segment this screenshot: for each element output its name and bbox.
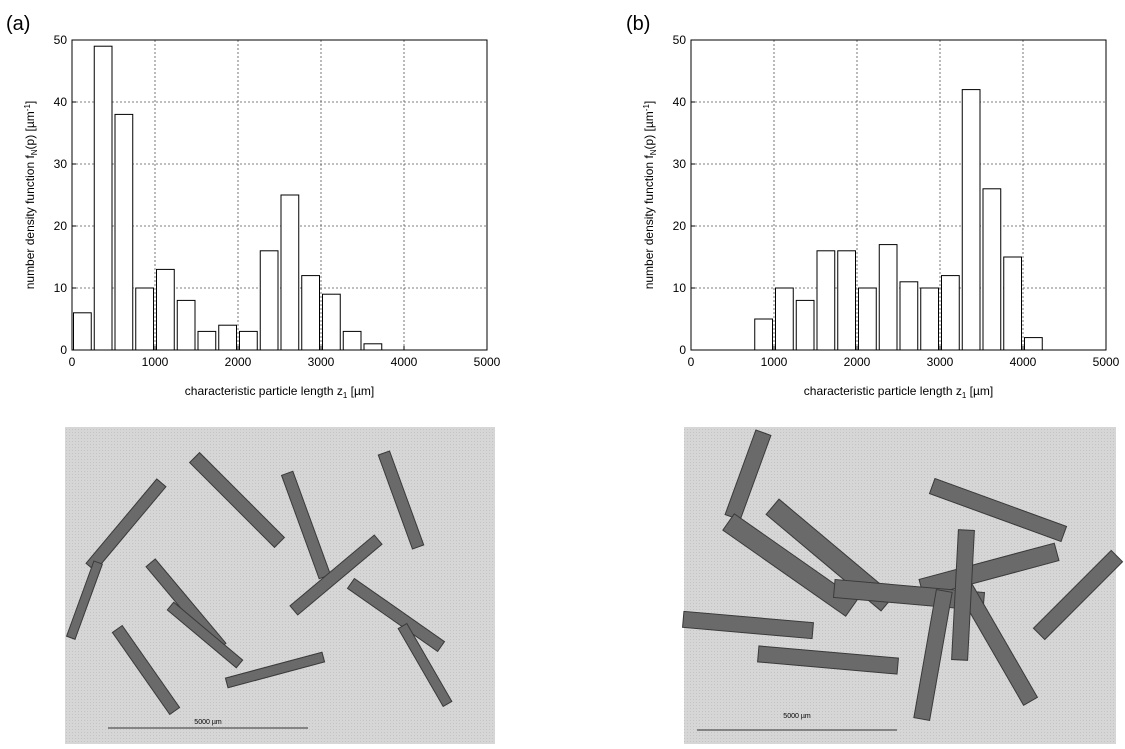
y-tick-label: 40 — [54, 95, 68, 109]
x-axis-label-part: [µm] — [347, 384, 374, 398]
bar — [93, 45, 113, 351]
bar — [899, 281, 919, 351]
bar — [775, 287, 794, 351]
bar — [135, 287, 154, 351]
x-tick-label: 0 — [69, 355, 76, 369]
y-axis-label-part: number density function f — [23, 155, 37, 290]
y-axis-label: number density function fN(p) [µm-1] — [642, 101, 658, 290]
bar — [197, 330, 217, 351]
x-axis-label-part: [µm] — [966, 384, 993, 398]
x-tick-label: 5000 — [1093, 355, 1120, 369]
bar — [878, 244, 898, 351]
bar — [218, 324, 237, 351]
bar — [322, 293, 341, 351]
y-axis-label-part: -1 — [23, 104, 32, 112]
bar — [280, 194, 300, 351]
bar — [176, 299, 196, 351]
scale-bar-label: 5000 µm — [783, 713, 811, 720]
scale-bar-label: 5000 µm — [194, 719, 222, 726]
x-tick-label: 2000 — [844, 355, 871, 369]
bar — [920, 287, 939, 351]
y-axis-label: number density function fN(p) [µm-1] — [23, 101, 39, 290]
x-axis-label: characteristic particle length z1 [µm] — [804, 384, 993, 400]
plot-frame — [690, 39, 1107, 351]
y-tick-label: 40 — [673, 95, 687, 109]
bar — [795, 299, 815, 351]
y-tick-label: 10 — [54, 281, 68, 295]
y-tick-label: 50 — [54, 33, 68, 47]
x-tick-label: 3000 — [308, 355, 335, 369]
chart: 0 10 20 30 40 50 0 1000 2000 3000 4000 5000 characte… — [23, 33, 501, 400]
bar — [239, 330, 258, 351]
y-axis-label-part: ] — [642, 101, 656, 104]
y-axis-label-part: N — [30, 149, 39, 155]
y-axis-label-part: N — [649, 149, 658, 155]
bar — [114, 113, 134, 351]
micrograph: 5000 µm — [65, 427, 495, 744]
bar — [301, 275, 320, 351]
x-axis-label: characteristic particle length z1 [µm] — [185, 384, 374, 400]
y-tick-label: 10 — [673, 281, 687, 295]
bar — [342, 330, 362, 351]
bar — [961, 89, 981, 351]
bar — [73, 312, 92, 351]
plot-frame — [71, 39, 488, 351]
x-axis-label-part: characteristic particle length z — [804, 384, 962, 398]
y-tick-label: 0 — [60, 343, 67, 357]
x-tick-label: 3000 — [927, 355, 954, 369]
y-tick-label: 50 — [673, 33, 687, 47]
x-axis-label-part: characteristic particle length z — [185, 384, 343, 398]
bar — [363, 343, 383, 351]
y-axis-label-part: number density function f — [642, 155, 656, 290]
bar — [941, 275, 960, 351]
x-tick-label: 4000 — [1010, 355, 1037, 369]
x-axis-label-part: 1 — [343, 391, 348, 400]
x-tick-label: 4000 — [391, 355, 418, 369]
y-tick-label: 30 — [673, 157, 687, 171]
x-tick-label: 0 — [688, 355, 695, 369]
y-tick-label: 30 — [54, 157, 68, 171]
bar — [1024, 337, 1043, 351]
x-tick-label: 1000 — [142, 355, 169, 369]
bar — [982, 188, 1002, 351]
y-axis-label-part: (p) [µm — [23, 111, 37, 149]
x-tick-label: 2000 — [225, 355, 252, 369]
bar — [754, 318, 773, 351]
y-axis-label-part: (p) [µm — [642, 111, 656, 149]
y-axis-label-part: -1 — [642, 104, 651, 112]
micrograph: 5000 µm — [682, 427, 1124, 744]
bar — [816, 250, 836, 351]
x-tick-label: 1000 — [761, 355, 788, 369]
panel-label: (a) — [6, 13, 30, 35]
bar — [858, 287, 877, 351]
y-tick-label: 20 — [673, 219, 687, 233]
bar — [259, 250, 279, 351]
y-tick-label: 0 — [679, 343, 686, 357]
x-tick-label: 5000 — [474, 355, 501, 369]
chart: 0 10 20 30 40 50 0 1000 2000 3000 4000 5000 characte… — [642, 33, 1120, 400]
x-axis-label-part: 1 — [962, 391, 967, 400]
panel-label: (b) — [626, 13, 650, 35]
y-axis-label-part: ] — [23, 101, 37, 104]
bar — [156, 268, 175, 351]
y-tick-label: 20 — [54, 219, 68, 233]
bar — [1003, 256, 1022, 351]
bar — [837, 250, 856, 351]
